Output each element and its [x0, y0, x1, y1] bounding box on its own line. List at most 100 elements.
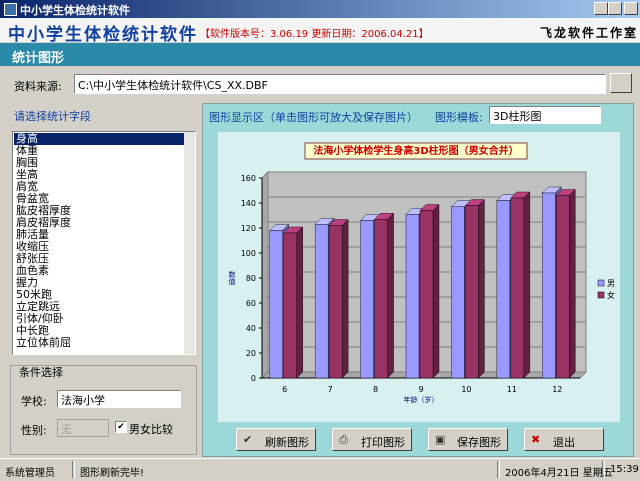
legend-label: 男	[607, 279, 615, 288]
field-item[interactable]: 肩皮褶厚度	[16, 216, 71, 229]
bar	[269, 230, 283, 379]
app-icon	[4, 3, 17, 16]
gender-value: 无	[61, 423, 72, 436]
x-tick-label: 8	[373, 385, 378, 394]
field-item[interactable]: 身高	[14, 133, 184, 145]
section-title: 统计图形	[12, 51, 65, 66]
close-button[interactable]	[624, 2, 638, 15]
button-icon: ✖	[531, 433, 541, 446]
compare-label: 男女比较	[129, 423, 173, 436]
chart-title-box	[304, 142, 528, 160]
school-select[interactable]: 法海小学	[57, 390, 181, 408]
gender-select[interactable]: 无	[57, 419, 109, 437]
y-tick-label: 100	[241, 249, 256, 258]
browse-button[interactable]	[610, 73, 632, 93]
gender-label: 性别:	[21, 424, 47, 437]
field-item[interactable]: 肩宽	[16, 180, 38, 193]
bar	[283, 232, 297, 379]
school-label: 学校:	[21, 395, 47, 408]
bar-side	[478, 199, 485, 379]
chart-title: 法海小学体检学生身高3D柱形图（男女合并）	[313, 144, 518, 157]
field-item[interactable]: 握力	[16, 276, 38, 289]
field-item[interactable]: 坐高	[16, 168, 38, 181]
display-title: 图形显示区（单击图形可放大及保存图片）	[209, 111, 418, 124]
conditions-title: 条件选择	[19, 366, 63, 379]
bar	[405, 214, 420, 379]
bar	[496, 200, 511, 379]
action-button[interactable]: ✖ 退出	[524, 428, 604, 451]
minimize-button[interactable]	[594, 2, 608, 15]
bar	[510, 197, 525, 379]
y-tick-label: 60	[246, 299, 256, 308]
section-bar: 统计图形	[0, 43, 640, 66]
field-list: 身高 体重 胸围 坐高 肩宽 骨盆宽 肱皮褶厚度 肩皮褶厚度 肺活量 收缩压 舒张压 血色素 握力 50米…	[12, 131, 196, 355]
studio-name: 飞龙软件工作室	[540, 26, 639, 40]
version-info: 【软件版本号：3.06.19 更新日期：2006.04.21】	[200, 29, 429, 40]
template-value: 3D柱形图	[493, 110, 542, 123]
field-item[interactable]: 立定跳远	[16, 300, 60, 313]
template-select[interactable]: 3D柱形图	[489, 106, 601, 124]
header: 中小学生体检统计软件 【软件版本号：3.06.19 更新日期：2006.04.2…	[0, 18, 640, 45]
field-item[interactable]: 立位体前屈	[16, 336, 71, 349]
field-item[interactable]: 体重	[16, 144, 38, 157]
action-button[interactable]: ⎙ 打印图形	[332, 428, 412, 451]
bar-side	[432, 204, 440, 379]
field-item[interactable]: 胸围	[16, 156, 38, 169]
field-item[interactable]: 肺活量	[16, 228, 49, 241]
y-tick-label: 40	[246, 324, 256, 333]
field-item[interactable]: 舒张压	[16, 252, 49, 265]
x-tick-label: 7	[328, 385, 333, 394]
y-tick-label: 80	[246, 274, 256, 283]
field-item[interactable]: 肱皮褶厚度	[16, 204, 71, 217]
button-label: 退出	[553, 436, 575, 449]
y-tick-label: 160	[241, 174, 256, 183]
chart[interactable]: 法海小学体检学生身高3D柱形图（男女合并） 0 20 40 60 80 100 120 140…	[218, 132, 620, 422]
bar	[451, 206, 465, 379]
compare-checkbox[interactable]: ✔	[115, 421, 127, 433]
source-label: 资料来源:	[14, 80, 62, 93]
bar	[556, 195, 570, 379]
bar-side	[387, 212, 394, 379]
button-label: 刷新图形	[265, 436, 309, 449]
bar	[328, 225, 343, 379]
legend-swatch	[597, 279, 605, 287]
y-tick-label: 120	[241, 224, 256, 233]
school-value: 法海小学	[61, 394, 105, 407]
fields-title: 请选择统计字段	[14, 110, 91, 123]
x-tick-label: 6	[282, 385, 287, 394]
status-bar: 系统管理员 图形刷新完毕! 2006年4月21日 星期五 15:39	[0, 458, 640, 481]
bar	[542, 192, 556, 379]
y-tick-label: 0	[251, 374, 256, 383]
x-tick-label: 9	[418, 385, 423, 394]
button-icon: ⎙	[339, 433, 348, 446]
y-axis-label: 数值	[228, 270, 236, 286]
action-button[interactable]: ▣ 保存图形	[428, 428, 508, 451]
field-item[interactable]: 中长跑	[16, 324, 49, 337]
field-item[interactable]: 收缩压	[16, 240, 49, 253]
x-axis-label: 年龄（岁）	[404, 395, 439, 404]
title-bar: 中小学生体检统计软件	[0, 0, 640, 18]
conditions-box: 条件选择 学校: 法海小学 性别: 无 ✔ 男女比较	[10, 365, 197, 455]
maximize-button[interactable]	[608, 2, 622, 15]
action-button[interactable]: ✔ 刷新图形	[236, 428, 316, 451]
field-item[interactable]: 血色素	[16, 264, 49, 277]
x-tick-label: 10	[461, 385, 471, 394]
field-item[interactable]: 50米跑	[16, 288, 52, 301]
scrollbar[interactable]	[184, 132, 195, 354]
y-tick-label: 20	[246, 349, 256, 358]
status-field: 系统管理员	[5, 468, 55, 479]
button-label: 保存图形	[457, 436, 501, 449]
button-label: 打印图形	[361, 436, 405, 449]
template-label: 图形模板:	[435, 111, 483, 124]
app-name: 中小学生体检统计软件	[8, 25, 198, 45]
status-field: 2006年4月21日 星期五	[505, 468, 613, 479]
status-separator	[72, 461, 75, 478]
source-input[interactable]: C:\中小学生体检统计软件\CS_XX.DBF	[74, 74, 606, 94]
window-title: 中小学生体检统计软件	[20, 4, 130, 17]
bar-side	[523, 191, 531, 379]
bar	[314, 224, 329, 379]
field-item[interactable]: 引体/仰卧	[16, 312, 64, 325]
field-item[interactable]: 骨盆宽	[16, 192, 49, 205]
status-separator	[497, 461, 500, 478]
